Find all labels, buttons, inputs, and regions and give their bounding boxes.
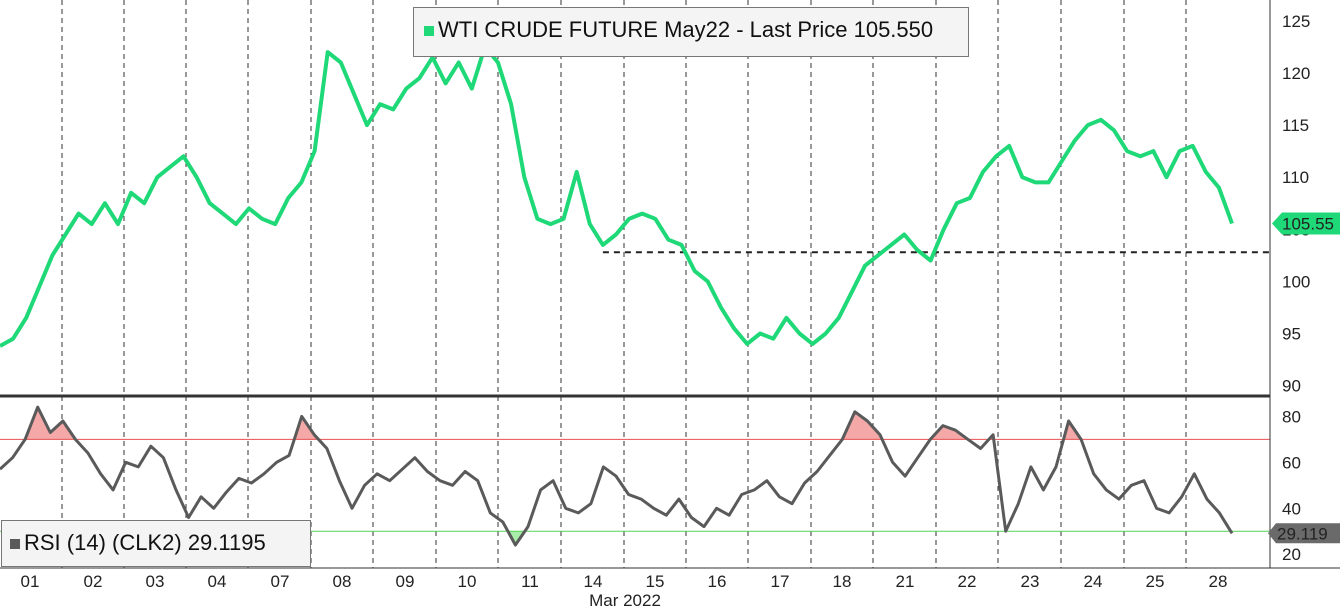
price-series-line — [0, 44, 1234, 348]
price-tick-label-100: 100 — [1282, 272, 1310, 291]
x-tick-label-08: 08 — [333, 572, 352, 591]
rsi-oversold-fill — [507, 531, 525, 545]
price-tick-label-120: 120 — [1282, 64, 1310, 83]
price-legend: WTI CRUDE FUTURE May22 - Last Price 105.… — [413, 7, 969, 57]
rsi-last-value-tag-shape — [1268, 523, 1340, 544]
x-tick-label-24: 24 — [1084, 572, 1103, 591]
x-tick-label-09: 09 — [396, 572, 415, 591]
price-legend-label: WTI CRUDE FUTURE May22 - Last Price 105.… — [438, 17, 934, 42]
x-tick-label-16: 16 — [708, 572, 727, 591]
rsi-tick-label-40: 40 — [1282, 499, 1301, 518]
price-tick-label-110: 110 — [1282, 168, 1309, 187]
price-legend-swatch — [424, 26, 434, 37]
day-gridlines — [61, 0, 1187, 568]
x-tick-label-03: 03 — [146, 572, 165, 591]
rsi-last-value-tag: 29.119 — [1268, 523, 1340, 544]
x-tick-label-23: 23 — [1021, 572, 1040, 591]
rsi-last-value-label: 29.119 — [1277, 524, 1328, 543]
x-tick-label-15: 15 — [646, 572, 665, 591]
price-tick-label-90: 90 — [1282, 377, 1301, 396]
x-tick-label-07: 07 — [271, 572, 290, 591]
rsi-overbought-fill — [930, 425, 968, 440]
rsi-legend: RSI (14) (CLK2) 29.1195 — [1, 520, 311, 567]
rsi-tick-label-60: 60 — [1282, 453, 1301, 472]
x-tick-label-21: 21 — [896, 572, 915, 591]
rsi-legend-swatch — [10, 539, 20, 550]
rsi-legend-label: RSI (14) (CLK2) 29.1195 — [24, 530, 266, 555]
price-last-value-label: 105.55 — [1282, 215, 1334, 234]
x-tick-label-02: 02 — [84, 572, 103, 591]
x-axis-month-label: Mar 2022 — [589, 591, 661, 610]
x-tick-label-18: 18 — [833, 572, 852, 591]
x-tick-label-01: 01 — [21, 572, 40, 591]
rsi-pane — [0, 405, 1270, 547]
x-tick-label-25: 25 — [1146, 572, 1165, 591]
price-tick-label-115: 115 — [1282, 116, 1309, 135]
x-tick-label-11: 11 — [521, 572, 539, 591]
rsi-tick-label-20: 20 — [1282, 545, 1301, 564]
x-tick-label-14: 14 — [584, 572, 603, 591]
x-tick-label-10: 10 — [458, 572, 477, 591]
x-tick-label-04: 04 — [208, 572, 227, 591]
rsi-tick-label-80: 80 — [1282, 407, 1301, 426]
price-pane — [0, 44, 1270, 348]
rsi-series-line — [0, 405, 1234, 547]
price-tick-label-125: 125 — [1282, 12, 1310, 31]
price-tick-label-95: 95 — [1282, 324, 1301, 343]
x-tick-label-28: 28 — [1209, 572, 1228, 591]
y-axis-panel — [1270, 0, 1340, 611]
x-axis-ticks: 01 02 03 04 07 08 09 10 11 14 15 16 17 18 21 22 23 24 25 28 — [21, 572, 1228, 591]
rsi-y-ticks: 20 40 60 80 — [1282, 407, 1301, 564]
x-tick-label-17: 17 — [771, 572, 790, 591]
price-last-value-tag-shape — [1272, 212, 1340, 235]
x-tick-label-22: 22 — [958, 572, 977, 591]
rsi-overbought-fill — [25, 407, 76, 440]
price-last-value-tag: 105.55 — [1272, 212, 1340, 235]
